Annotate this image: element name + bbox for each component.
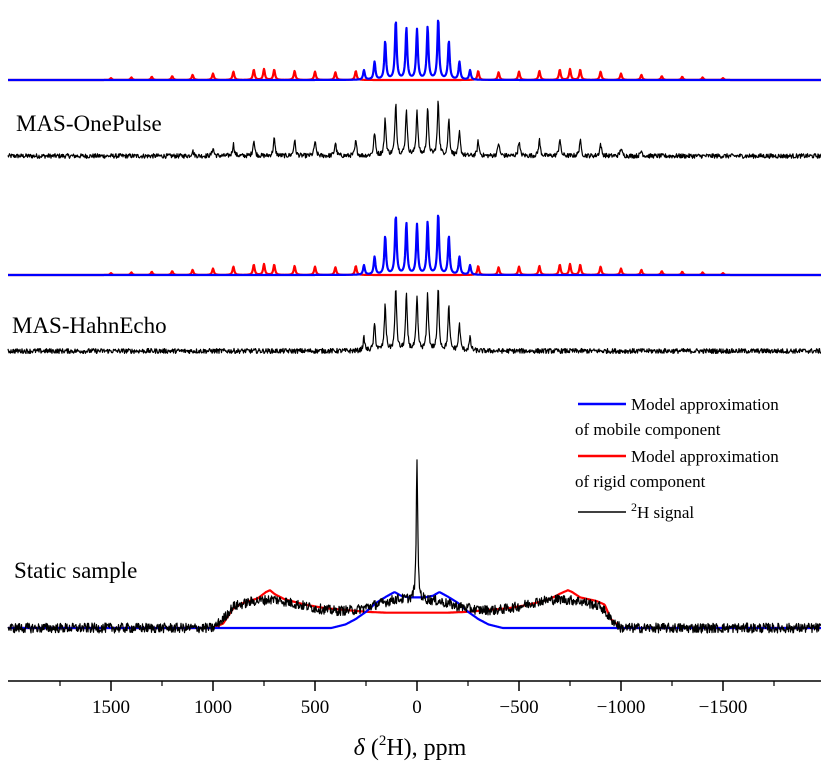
legend-signal-text: H signal (637, 503, 694, 522)
legend-signal-label: 2H signal (631, 500, 694, 522)
series-line-panel2-2h-signal (7, 289, 821, 354)
x-axis-title-open: ( (365, 735, 379, 761)
panel-label-static: Static sample (14, 558, 137, 583)
series-line-panel3-model-approximation-of-rigid-component (7, 589, 821, 630)
series-line-panel1-model-approximation-of-mobile-component (7, 19, 821, 82)
series-line-panel3-model-approximation-of-mobile-component (7, 591, 821, 630)
x-tick-label-0: 1500 (92, 697, 130, 718)
panel-label-onepulse: MAS-OnePulse (16, 111, 162, 136)
legend-mobile-line2: of mobile component (575, 420, 721, 439)
x-tick-label-5: −1000 (597, 697, 646, 718)
legend-mobile-line1: Model approximation (631, 395, 779, 414)
x-axis-title: δ (2H), ppm (354, 733, 467, 761)
x-axis: 1500 1000 500 0 −500 −1000 −1500 (8, 680, 821, 718)
legend-signal-sup: 2 (631, 500, 637, 514)
x-axis-title-element: H (386, 735, 403, 761)
x-axis-title-unit: ), ppm (404, 735, 467, 761)
panel-label-hahnecho: MAS-HahnEcho (12, 313, 167, 338)
x-axis-ticks: 1500 1000 500 0 −500 −1000 −1500 (59, 681, 775, 718)
x-axis-title-sup: 2 (379, 733, 387, 749)
x-tick-label-3: 0 (412, 697, 422, 718)
series-line-panel3-2h-signal (7, 459, 821, 634)
legend-rigid-line1: Model approximation (631, 447, 779, 466)
x-tick-label-4: −500 (499, 697, 538, 718)
legend-rigid-line2: of rigid component (575, 472, 706, 491)
x-tick-label-6: −1500 (699, 697, 748, 718)
x-tick-label-1: 1000 (194, 697, 232, 718)
spectra-traces (7, 19, 821, 634)
series-line-panel2-model-approximation-of-mobile-component (7, 214, 821, 277)
series-line-panel1-2h-signal (7, 100, 821, 159)
legend: Model approximation of mobile component … (575, 395, 779, 522)
x-tick-label-2: 500 (301, 697, 330, 718)
x-axis-title-symbol: δ (354, 735, 366, 761)
